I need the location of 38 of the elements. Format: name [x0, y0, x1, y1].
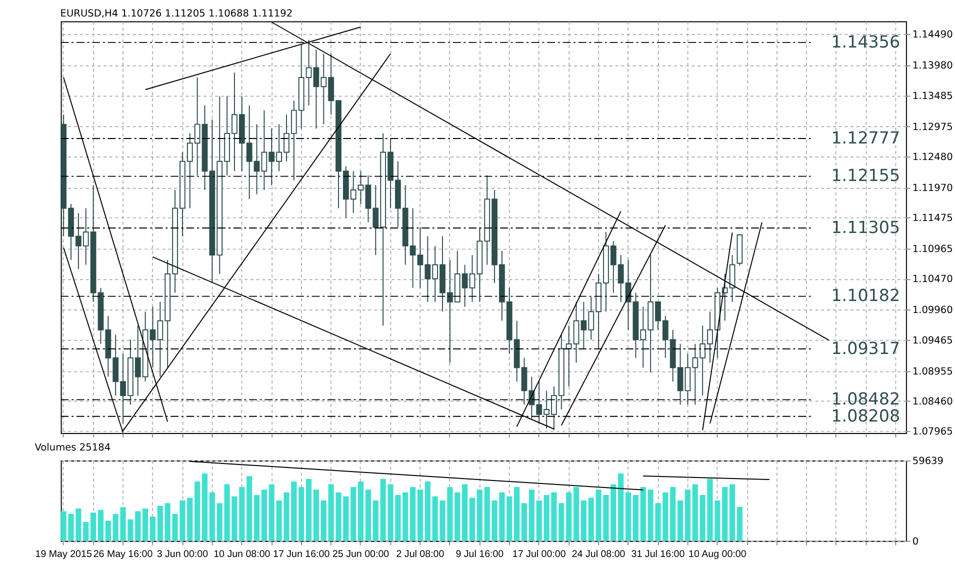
- ref-line-label: 1.08482: [831, 390, 900, 409]
- y-tick-label: 1.12975: [912, 122, 953, 133]
- x-tick-label: 3 Jun 00:00: [156, 549, 209, 560]
- ref-line-label: 1.11305: [831, 218, 900, 237]
- x-tick-label: 17 Jul 00:00: [512, 549, 566, 560]
- y-tick-label: 1.10470: [912, 274, 953, 286]
- ref-line-label: 1.12155: [831, 166, 900, 186]
- y-tick-label: 1.12480: [912, 152, 953, 163]
- y-tick-label: 0: [912, 536, 919, 548]
- x-tick-label: 31 Jul 16:00: [631, 549, 686, 560]
- x-tick-label: 10 Aug 00:00: [688, 549, 747, 560]
- chart-title: Volumes 25184: [34, 442, 111, 454]
- y-tick-label: 1.14490: [912, 30, 953, 41]
- x-tick-label: 26 May 16:00: [93, 549, 154, 560]
- x-tick-label: 19 May 2015: [35, 549, 92, 560]
- ref-line-label: 1.14356: [831, 32, 900, 52]
- ref-line-label: 1.10182: [831, 286, 900, 306]
- y-tick-label: 1.09465: [912, 335, 953, 346]
- ref-line-label: 1.08208: [831, 406, 900, 426]
- x-tick-label: 24 Jul 08:00: [572, 549, 626, 560]
- y-tick-label: 1.11475: [912, 213, 953, 224]
- x-tick-label: 9 Jul 16:00: [456, 549, 504, 560]
- x-tick-label: 25 Jun 00:00: [332, 549, 390, 560]
- x-tick-label: 10 Jun 08:00: [214, 549, 271, 560]
- y-tick-label: 1.07965: [912, 426, 953, 438]
- chart-title: EURUSD,H4 1.10726 1.11205 1.10688 1.11192: [60, 8, 293, 20]
- y-tick-label: 1.09960: [912, 305, 953, 316]
- x-tick-label: 2 Jul 08:00: [396, 549, 445, 560]
- y-tick-label: 1.10965: [912, 244, 953, 256]
- y-tick-label: 1.13980: [912, 60, 953, 72]
- y-tick-label: 59639: [912, 456, 944, 467]
- y-tick-label: 1.08955: [912, 366, 953, 378]
- ref-line-label: 1.12777: [831, 128, 900, 148]
- ref-line-label: 1.09317: [831, 338, 900, 358]
- y-tick-label: 1.11970: [912, 182, 953, 194]
- x-tick-label: 17 Jun 16:00: [273, 549, 330, 560]
- y-tick-label: 1.08460: [912, 396, 953, 408]
- y-tick-label: 1.13485: [912, 90, 953, 102]
